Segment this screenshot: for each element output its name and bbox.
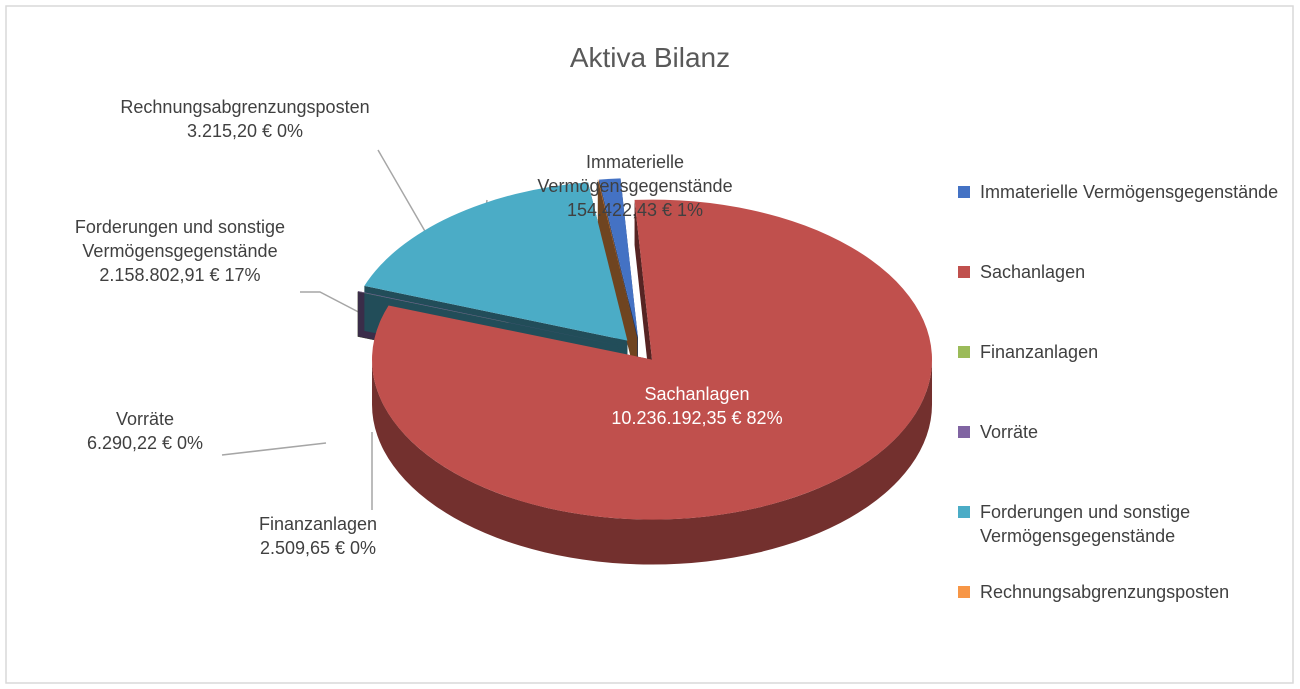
pie	[357, 178, 933, 565]
slice	[597, 179, 638, 339]
legend-item: Vorräte	[958, 420, 1288, 500]
legend-label: Sachanlagen	[980, 262, 1086, 282]
data-label-value: 154.422,43 € 1%	[566, 200, 704, 220]
legend-item: Finanzanlagen	[958, 340, 1288, 420]
legend-label: Immaterielle Vermögensgegenstände	[980, 182, 1279, 202]
legend-swatch	[958, 266, 970, 278]
slice	[357, 291, 622, 346]
legend: Immaterielle Vermögensgegenstände Sachanl…	[958, 180, 1288, 660]
legend-label: Vorräte	[980, 422, 1039, 442]
data-label-value: 3.215,20 € 0%	[186, 121, 304, 141]
legend-item: Forderungen und sonstige Vermögensgegens…	[958, 500, 1288, 580]
data-label-name: Finanzanlagen	[258, 514, 378, 534]
leader-line	[221, 442, 327, 456]
slice	[357, 291, 622, 346]
data-label-value: 2.509,65 € 0%	[259, 538, 377, 558]
data-label: Forderungen und sonstige Vermögensgegens…	[50, 215, 310, 287]
slice-wall	[634, 199, 653, 405]
data-label-name: Vorräte	[115, 409, 175, 429]
data-label-name: Sachanlagen	[644, 384, 750, 404]
legend-swatch	[958, 586, 970, 598]
slice	[599, 178, 638, 339]
legend-swatch	[958, 506, 970, 518]
data-label-name: Immaterielle Vermögensgegenstände	[537, 152, 733, 196]
data-label: Immaterielle Vermögensgegenstände 154.42…	[490, 150, 780, 222]
slice	[364, 182, 628, 341]
data-label: Rechnungsabgrenzungsposten 3.215,20 € 0%	[80, 95, 410, 143]
slice-wall	[598, 179, 638, 384]
data-label-value: 2.158.802,91 € 17%	[99, 265, 261, 285]
data-label-name: Rechnungsabgrenzungsposten	[120, 97, 370, 117]
legend-item: Rechnungsabgrenzungsposten	[958, 580, 1288, 660]
legend-item: Immaterielle Vermögensgegenstände	[958, 180, 1288, 260]
legend-label: Forderungen und sonstige Vermögensgegens…	[980, 502, 1191, 546]
slice-side	[372, 359, 933, 565]
slice	[372, 199, 933, 520]
data-label: Finanzanlagen 2.509,65 € 0%	[218, 512, 418, 560]
legend-item: Sachanlagen	[958, 260, 1288, 340]
data-label-value: 10.236.192,35 € 82%	[611, 408, 783, 428]
chart-title: Aktiva Bilanz	[569, 42, 731, 73]
data-label: Sachanlagen 10.236.192,35 € 82%	[567, 382, 827, 430]
legend-swatch	[958, 186, 970, 198]
data-label-name: Forderungen und sonstige Vermögensgegens…	[74, 217, 286, 261]
legend-swatch	[958, 426, 970, 438]
data-label-value: 6.290,22 € 0%	[86, 433, 204, 453]
legend-swatch	[958, 346, 970, 358]
data-label: Vorräte 6.290,22 € 0%	[45, 407, 245, 455]
legend-label: Rechnungsabgrenzungsposten	[980, 582, 1230, 602]
leader-line	[300, 291, 371, 319]
legend-label: Finanzanlagen	[980, 342, 1099, 362]
